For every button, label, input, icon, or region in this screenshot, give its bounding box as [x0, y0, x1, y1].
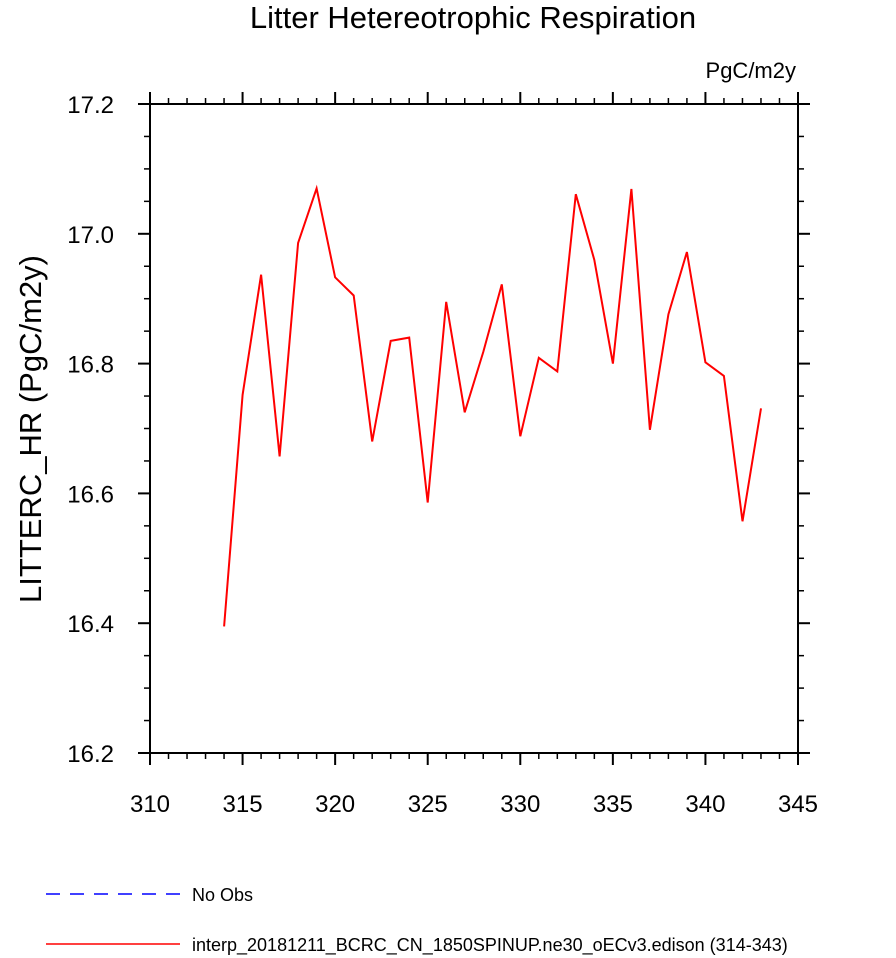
series-layer — [223, 184, 762, 627]
axis-tick-labels: 310 315 320 325 330 335 340 345 16.2 16.4 16.6 16.8… — [67, 92, 818, 818]
x-tick-label: 325 — [408, 791, 448, 818]
chart-title: Litter Hetereotrophic Respiration — [250, 0, 696, 35]
units-label: PgC/m2y — [706, 58, 796, 83]
x-tick-label: 335 — [593, 791, 633, 818]
y-tick-label: 16.6 — [67, 481, 114, 508]
plot-frame — [149, 103, 799, 754]
y-tick-label: 17.0 — [67, 222, 114, 249]
x-tick-label: 330 — [500, 791, 540, 818]
legend-label: interp_20181211_BCRC_CN_1850SPINUP.ne30_… — [192, 935, 788, 956]
y-tick-label: 16.8 — [67, 352, 114, 379]
x-tick-label: 345 — [778, 791, 818, 818]
x-tick-label: 320 — [315, 791, 355, 818]
x-tick-label: 310 — [130, 791, 170, 818]
y-axis-label: LITTERC_HR (PgC/m2y) — [13, 255, 48, 603]
legend-label: No Obs — [192, 885, 253, 905]
series-line — [223, 184, 762, 627]
y-tick-label: 16.4 — [67, 611, 114, 638]
y-tick-label: 16.2 — [67, 741, 114, 768]
legend: No Obs interp_20181211_BCRC_CN_1850SPINUP… — [46, 885, 788, 956]
y-tick-label: 17.2 — [67, 92, 114, 119]
axis-ticks — [138, 92, 810, 765]
x-tick-label: 340 — [685, 791, 725, 818]
x-tick-label: 315 — [223, 791, 263, 818]
